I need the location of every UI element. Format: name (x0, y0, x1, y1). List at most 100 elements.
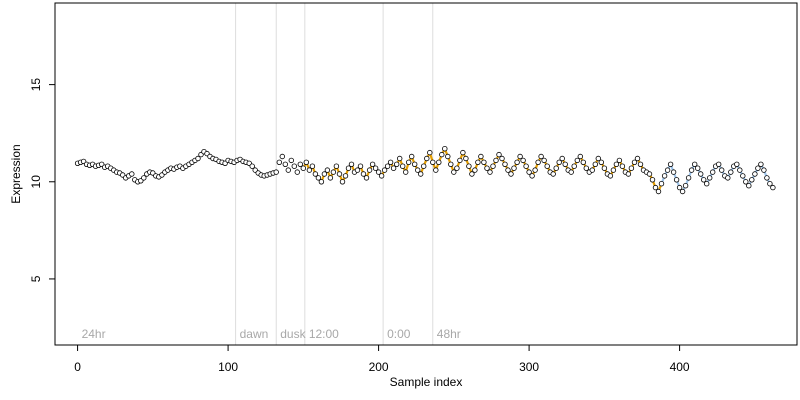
data-point (129, 171, 135, 177)
data-point (327, 175, 334, 181)
data-point (514, 159, 520, 165)
y-tick-label: 10 (29, 175, 43, 189)
data-point (577, 153, 583, 160)
data-point (704, 180, 710, 187)
data-point (616, 157, 623, 164)
data-point (490, 163, 496, 169)
data-point (445, 153, 451, 160)
data-point (312, 171, 319, 177)
data-point (595, 155, 601, 162)
data-point (544, 163, 550, 169)
data-point (568, 169, 574, 175)
data-point (339, 179, 346, 185)
data-point (541, 157, 547, 164)
data-point (755, 165, 761, 171)
data-point (381, 167, 388, 173)
data-point (634, 155, 641, 162)
data-point (291, 163, 297, 169)
data-point (472, 167, 478, 173)
data-point (369, 161, 376, 167)
phase-label: dawn (240, 327, 269, 341)
data-point (469, 171, 475, 177)
data-point (598, 159, 604, 165)
data-point (676, 184, 683, 191)
data-point (427, 149, 433, 156)
data-point (532, 167, 538, 173)
data-point (195, 155, 201, 162)
data-point (375, 169, 382, 175)
data-point (442, 145, 448, 152)
data-point (740, 173, 746, 179)
data-point (415, 167, 421, 173)
data-point (481, 159, 487, 165)
data-point (466, 163, 472, 169)
data-point (372, 165, 379, 171)
phase-label: 24hr (82, 327, 106, 341)
data-point (478, 153, 484, 160)
data-point (141, 175, 147, 181)
data-point (511, 165, 517, 171)
data-point (583, 165, 589, 171)
data-point (309, 163, 316, 169)
data-point (667, 161, 674, 167)
y-tick-label: 5 (29, 275, 43, 282)
data-point (523, 163, 529, 169)
x-tick-label: 200 (369, 360, 389, 374)
data-point (707, 175, 713, 181)
data-point (484, 165, 490, 171)
data-point (517, 153, 523, 160)
data-point (749, 177, 755, 183)
data-point (734, 161, 740, 167)
data-point (520, 157, 526, 164)
data-point (303, 159, 309, 165)
data-point (306, 167, 313, 173)
data-point (710, 169, 716, 175)
data-point (342, 173, 349, 179)
data-point (637, 161, 644, 167)
data-point (767, 180, 773, 187)
data-point (502, 161, 508, 167)
data-point (698, 171, 704, 177)
data-point (679, 188, 686, 195)
data-point (562, 161, 568, 167)
phase-label: dusk (280, 327, 306, 341)
data-point (276, 159, 282, 165)
data-point (661, 173, 668, 179)
x-tick-label: 400 (670, 360, 690, 374)
data-point (433, 167, 439, 173)
phase-label: 0:00 (387, 327, 411, 341)
data-point (315, 175, 322, 181)
data-point (297, 161, 303, 167)
data-point (487, 169, 493, 175)
data-point (649, 177, 656, 183)
data-point (695, 165, 701, 171)
data-point (345, 165, 352, 171)
data-point (559, 155, 565, 162)
data-point (664, 167, 671, 173)
data-point (357, 163, 364, 169)
data-point (279, 153, 285, 160)
data-point (451, 169, 457, 175)
data-point (403, 169, 409, 175)
data-point (324, 167, 331, 173)
data-point (592, 161, 598, 167)
data-point (318, 179, 325, 185)
data-point (273, 169, 279, 175)
data-point (387, 159, 394, 165)
x-axis-title: Sample index (390, 375, 463, 389)
phase-label: 12:00 (309, 327, 339, 341)
x-tick-label: 0 (74, 360, 81, 374)
data-point (354, 167, 361, 173)
data-point (400, 163, 406, 169)
data-point (685, 175, 692, 181)
data-point (409, 153, 415, 160)
x-axis: 0 100 200 300 400 (74, 344, 690, 374)
data-point (430, 159, 436, 165)
data-point (550, 171, 556, 177)
data-point (282, 161, 288, 167)
y-tick-label: 15 (29, 78, 43, 92)
data-point (499, 155, 505, 162)
data-point (752, 171, 758, 177)
data-point (619, 163, 626, 169)
data-point (613, 161, 620, 167)
